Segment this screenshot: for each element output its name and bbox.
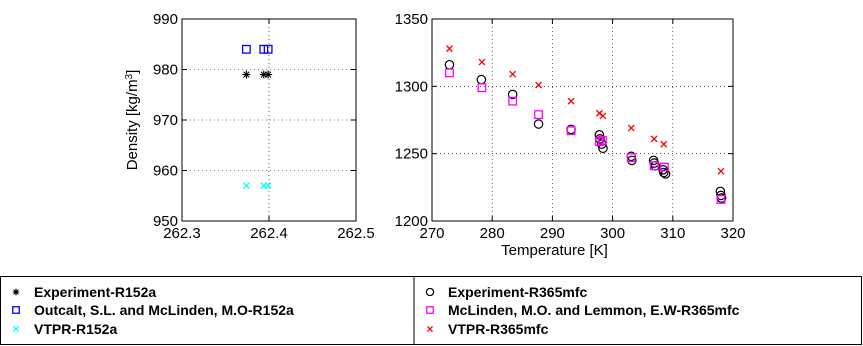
left-data-point — [259, 70, 268, 79]
right-y-tick-label: 1350 — [395, 11, 428, 28]
legend-box — [0, 276, 862, 345]
legend-entry-label: VTPR-R152a — [34, 321, 117, 337]
left-series — [241, 44, 273, 54]
left-y-tick-label: 950 — [153, 213, 178, 230]
left-series — [242, 182, 272, 190]
right-data-point — [627, 124, 635, 132]
legend-entry-label: McLinden, M.O. and Lemmon, E.W-R365mfc — [448, 302, 740, 318]
right-data-point — [534, 110, 544, 120]
right-data-point — [650, 135, 658, 143]
left-data-point — [241, 44, 251, 54]
left-x-tick-label: 262.3 — [163, 225, 201, 242]
right-data-point — [649, 161, 659, 171]
right-panel: 270 280 290 300 310 320 1200 1250 1300 1350 Temper… — [395, 11, 746, 259]
right-data-point — [626, 153, 636, 163]
right-data-point — [594, 137, 604, 146]
right-data-point — [660, 140, 668, 148]
left-y-tick-label: 980 — [153, 62, 178, 79]
right-x-tick-label: 280 — [480, 225, 505, 242]
right-data-point — [445, 45, 453, 53]
left-y-axis-label: Density [kg/m3] — [124, 70, 142, 171]
right-data-point — [597, 135, 607, 145]
right-data-point — [717, 167, 725, 175]
right-plot-area — [431, 18, 734, 222]
right-series — [445, 68, 726, 204]
right-data-point — [594, 130, 605, 140]
left-data-point — [264, 182, 272, 190]
left-series — [242, 70, 273, 79]
legend-entry-label: Experiment-R365mfc — [448, 284, 587, 300]
right-data-point — [533, 119, 544, 129]
legend-entry-label: VTPR-R365mfc — [448, 321, 549, 337]
right-data-point — [716, 195, 726, 204]
right-x-tick-label: 290 — [540, 225, 565, 242]
legend-marker — [12, 325, 20, 333]
right-y-tick-label: 1250 — [395, 146, 428, 163]
legend: Experiment-R152a Outcalt, S.L. and McLind… — [0, 276, 862, 345]
right-y-tick-label: 1200 — [395, 213, 428, 230]
right-data-point — [566, 126, 576, 136]
right-data-point — [659, 162, 669, 172]
right-data-point — [658, 167, 669, 178]
right-series — [445, 45, 725, 175]
legend-marker — [12, 306, 20, 314]
right-data-point — [508, 96, 518, 106]
left-data-point — [242, 182, 250, 190]
right-y-tick-label: 1300 — [395, 78, 428, 95]
right-x-tick-label: 320 — [720, 225, 745, 242]
right-data-point — [567, 97, 575, 105]
left-x-tick-label: 262.5 — [337, 225, 375, 242]
left-x-tick-label: 262.4 — [250, 225, 288, 242]
right-data-point — [507, 89, 518, 100]
right-data-point — [478, 58, 486, 66]
left-panel: 262.3 262.4 262.5 950 960 970 980 990 Density [k… — [124, 11, 375, 242]
left-data-point — [242, 70, 251, 79]
left-y-tick-label: 960 — [153, 163, 178, 180]
legend-marker — [426, 306, 434, 314]
legend-marker — [425, 287, 435, 297]
right-x-tick-label: 300 — [600, 225, 625, 242]
legend-entry-label: Experiment-R152a — [34, 284, 156, 300]
right-x-tick-label: 310 — [660, 225, 685, 242]
left-data-point — [263, 44, 273, 54]
right-data-point — [535, 81, 543, 89]
right-data-point — [477, 83, 487, 93]
left-y-tick-label: 970 — [153, 112, 178, 129]
left-y-tick-label: 990 — [153, 11, 178, 28]
right-data-point — [509, 70, 517, 78]
right-x-axis-label: Temperature [K] — [501, 242, 608, 259]
right-data-point — [599, 112, 607, 120]
right-data-point — [445, 68, 454, 78]
right-data-point — [660, 169, 671, 179]
legend-marker — [12, 288, 20, 296]
legend-entry-label: Outcalt, S.L. and McLinden, M.O-R152a — [34, 302, 294, 318]
right-x-tick-label: 270 — [419, 225, 444, 242]
legend-marker — [426, 325, 434, 333]
left-data-point — [264, 70, 273, 79]
